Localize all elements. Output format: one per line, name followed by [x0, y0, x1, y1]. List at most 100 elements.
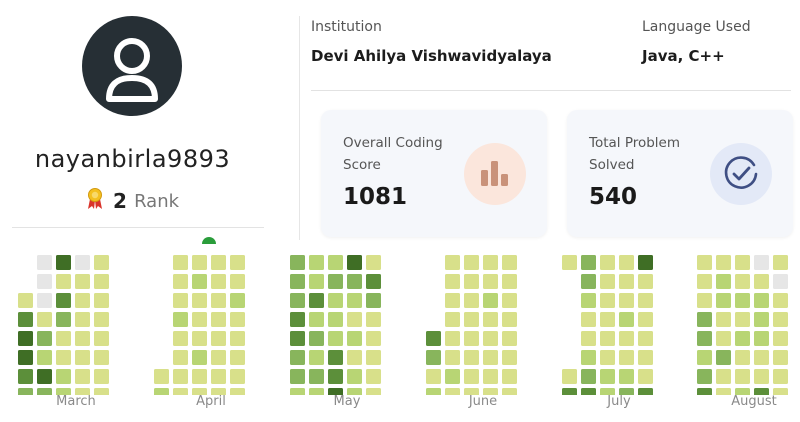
heatmap-cell[interactable] [154, 388, 169, 395]
heatmap-cell[interactable] [230, 350, 245, 365]
heatmap-cell[interactable] [173, 369, 188, 384]
heatmap-cell[interactable] [173, 274, 188, 289]
heatmap-cell[interactable] [230, 293, 245, 308]
heatmap-cell[interactable] [483, 293, 498, 308]
heatmap-cell[interactable] [483, 369, 498, 384]
heatmap-cell[interactable] [366, 369, 381, 384]
heatmap-cell[interactable] [502, 369, 517, 384]
heatmap-cell[interactable] [638, 350, 653, 365]
heatmap-cell[interactable] [75, 255, 90, 270]
heatmap-cell[interactable] [56, 274, 71, 289]
heatmap-cell[interactable] [366, 331, 381, 346]
heatmap-cell[interactable] [309, 274, 324, 289]
heatmap-cell[interactable] [638, 274, 653, 289]
heatmap-cell[interactable] [619, 293, 634, 308]
heatmap-cell[interactable] [347, 274, 362, 289]
heatmap-cell[interactable] [192, 350, 207, 365]
heatmap-cell[interactable] [309, 255, 324, 270]
heatmap-cell[interactable] [638, 369, 653, 384]
heatmap-cell[interactable] [697, 274, 712, 289]
heatmap-cell[interactable] [37, 293, 52, 308]
heatmap-cell[interactable] [230, 274, 245, 289]
heatmap-cell[interactable] [502, 331, 517, 346]
heatmap-cell[interactable] [445, 388, 460, 395]
heatmap-cell[interactable] [445, 369, 460, 384]
heatmap-cell[interactable] [211, 331, 226, 346]
heatmap-cell[interactable] [735, 312, 750, 327]
heatmap-cell[interactable] [445, 274, 460, 289]
heatmap-cell[interactable] [290, 369, 305, 384]
heatmap-cell[interactable] [697, 293, 712, 308]
heatmap-cell[interactable] [347, 369, 362, 384]
heatmap-cell[interactable] [697, 255, 712, 270]
heatmap-cell[interactable] [638, 331, 653, 346]
heatmap-cell[interactable] [366, 293, 381, 308]
heatmap-cell[interactable] [173, 312, 188, 327]
heatmap-cell[interactable] [716, 293, 731, 308]
heatmap-cell[interactable] [502, 350, 517, 365]
heatmap-cell[interactable] [600, 350, 615, 365]
heatmap-cell[interactable] [581, 293, 596, 308]
heatmap-cell[interactable] [754, 274, 769, 289]
heatmap-cell[interactable] [600, 388, 615, 395]
heatmap-cell[interactable] [328, 369, 343, 384]
heatmap-cell[interactable] [309, 369, 324, 384]
heatmap-cell[interactable] [37, 312, 52, 327]
heatmap-cell[interactable] [309, 331, 324, 346]
heatmap-cell[interactable] [37, 388, 52, 395]
heatmap-cell[interactable] [638, 312, 653, 327]
heatmap-cell[interactable] [309, 293, 324, 308]
heatmap-cell[interactable] [773, 312, 788, 327]
heatmap-cell[interactable] [366, 350, 381, 365]
heatmap-cell[interactable] [773, 350, 788, 365]
heatmap-cell[interactable] [638, 388, 653, 395]
heatmap-cell[interactable] [366, 255, 381, 270]
heatmap-cell[interactable] [290, 331, 305, 346]
heatmap-cell[interactable] [619, 369, 634, 384]
heatmap-cell[interactable] [735, 369, 750, 384]
heatmap-cell[interactable] [464, 369, 479, 384]
heatmap-cell[interactable] [75, 388, 90, 395]
heatmap-cell[interactable] [502, 274, 517, 289]
heatmap-cell[interactable] [464, 274, 479, 289]
heatmap-cell[interactable] [56, 293, 71, 308]
heatmap-cell[interactable] [426, 388, 441, 395]
heatmap-cell[interactable] [192, 274, 207, 289]
heatmap-cell[interactable] [94, 331, 109, 346]
heatmap-cell[interactable] [211, 388, 226, 395]
heatmap-cell[interactable] [716, 312, 731, 327]
heatmap-cell[interactable] [56, 369, 71, 384]
heatmap-cell[interactable] [754, 369, 769, 384]
heatmap-cell[interactable] [328, 388, 343, 395]
heatmap-cell[interactable] [347, 293, 362, 308]
heatmap-cell[interactable] [483, 388, 498, 395]
heatmap-cell[interactable] [18, 293, 33, 308]
heatmap-cell[interactable] [600, 312, 615, 327]
heatmap-cell[interactable] [581, 388, 596, 395]
heatmap-cell[interactable] [56, 388, 71, 395]
heatmap-cell[interactable] [716, 369, 731, 384]
heatmap-cell[interactable] [445, 293, 460, 308]
heatmap-cell[interactable] [309, 350, 324, 365]
heatmap-cell[interactable] [735, 255, 750, 270]
heatmap-cell[interactable] [328, 274, 343, 289]
heatmap-cell[interactable] [562, 255, 577, 270]
heatmap-cell[interactable] [581, 255, 596, 270]
heatmap-cell[interactable] [735, 388, 750, 395]
heatmap-cell[interactable] [426, 369, 441, 384]
heatmap-cell[interactable] [75, 369, 90, 384]
heatmap-cell[interactable] [230, 312, 245, 327]
heatmap-cell[interactable] [192, 331, 207, 346]
heatmap-cell[interactable] [581, 274, 596, 289]
heatmap-cell[interactable] [483, 255, 498, 270]
heatmap-cell[interactable] [211, 255, 226, 270]
heatmap-cell[interactable] [290, 388, 305, 395]
heatmap-cell[interactable] [754, 312, 769, 327]
heatmap-cell[interactable] [464, 388, 479, 395]
heatmap-cell[interactable] [600, 331, 615, 346]
heatmap-cell[interactable] [347, 331, 362, 346]
heatmap-cell[interactable] [94, 369, 109, 384]
heatmap-cell[interactable] [773, 255, 788, 270]
heatmap-cell[interactable] [735, 350, 750, 365]
heatmap-cell[interactable] [18, 369, 33, 384]
